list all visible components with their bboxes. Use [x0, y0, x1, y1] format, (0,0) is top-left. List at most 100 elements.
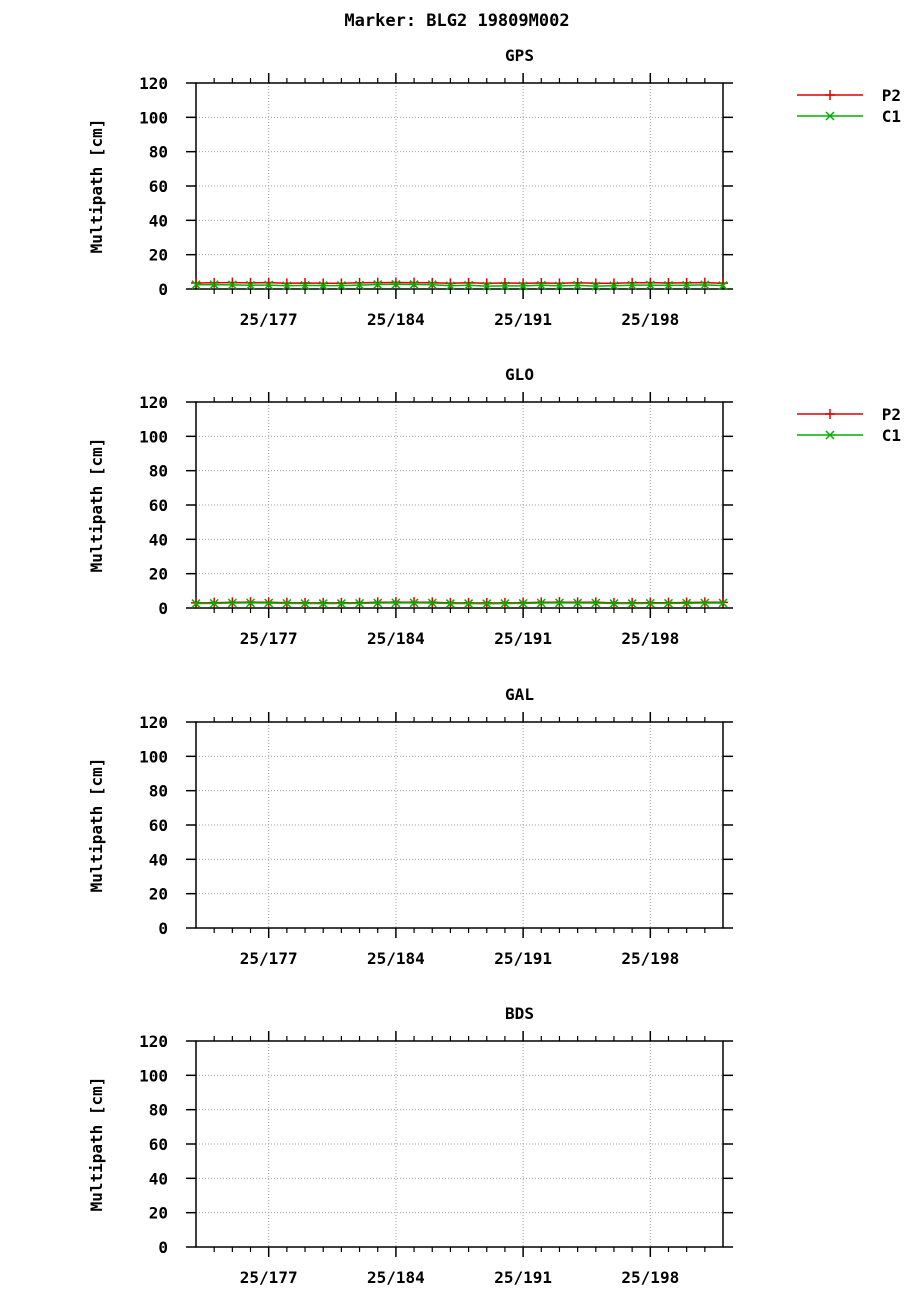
data-point-c1	[245, 598, 256, 608]
data-point-p2	[281, 278, 292, 289]
y-tick-label: 20	[149, 246, 168, 265]
data-point-c1	[573, 280, 583, 290]
plot-frame	[195, 721, 724, 929]
data-point-c1	[682, 598, 692, 608]
y-tick-label: 0	[158, 1238, 168, 1257]
y-tick-label: 80	[149, 782, 168, 801]
data-point-p2	[354, 277, 365, 288]
data-point-c1	[663, 598, 674, 608]
data-point-c1	[282, 281, 292, 291]
data-point-p2	[227, 277, 238, 288]
x-tick-label: 25/177	[240, 310, 298, 329]
data-point-p2	[699, 277, 710, 288]
data-point-c1	[318, 599, 328, 609]
data-point-c1	[591, 598, 601, 608]
plot-frame	[195, 82, 724, 290]
data-point-c1	[536, 280, 546, 290]
data-point-c1	[355, 598, 365, 608]
x-tick-label: 25/198	[621, 949, 679, 968]
data-point-c1	[391, 598, 401, 608]
x-tick-label: 25/177	[240, 629, 298, 648]
data-point-c1	[445, 599, 455, 609]
y-tick-label: 0	[158, 599, 168, 618]
y-tick-label: 120	[139, 74, 168, 93]
data-point-c1	[482, 281, 492, 291]
x-tick-label: 25/177	[240, 949, 298, 968]
data-point-p2	[372, 277, 383, 288]
data-point-c1	[554, 281, 564, 291]
x-tick-label: 25/184	[367, 1268, 425, 1287]
x-tick-label: 25/198	[621, 310, 679, 329]
data-point-c1	[355, 280, 365, 290]
series-c1	[191, 598, 728, 609]
series-c1	[191, 279, 728, 291]
y-tick-label: 60	[149, 816, 168, 835]
data-point-p2	[427, 277, 438, 288]
panel-gal: GAL 0 20 40 60 80 100 120 25/177 25/184 25/191 25/1…	[87, 685, 733, 968]
legend-marker-x	[825, 111, 835, 121]
legend-marker-x	[825, 430, 835, 440]
data-point-p2	[608, 278, 619, 289]
data-point-c1	[209, 280, 219, 290]
data-point-c1	[318, 281, 328, 291]
y-tick-label: 40	[149, 1169, 168, 1188]
data-point-c1	[373, 598, 383, 608]
data-point-c1	[427, 598, 437, 608]
data-point-p2	[263, 277, 274, 288]
x-tick-label: 25/198	[621, 629, 679, 648]
data-point-p2	[645, 277, 656, 288]
y-tick-label: 100	[139, 747, 168, 766]
y-tick-label: 20	[149, 885, 168, 904]
data-point-c1	[373, 280, 383, 290]
y-axis-label: Multipath [cm]	[87, 758, 106, 893]
legend-entry-c1: C1	[797, 426, 901, 445]
data-point-c1	[409, 280, 419, 290]
y-tick-label: 40	[149, 530, 168, 549]
y-axis-label: Multipath [cm]	[87, 119, 106, 254]
y-tick-label: 60	[149, 1135, 168, 1154]
data-point-p2	[627, 277, 638, 288]
legend-marker-plus	[825, 90, 835, 100]
data-point-c1	[500, 599, 510, 609]
y-tick-label: 80	[149, 143, 168, 162]
data-point-p2	[191, 277, 201, 288]
data-point-c1	[464, 280, 474, 290]
series-line-p2	[195, 281, 724, 285]
y-axis-label: Multipath [cm]	[87, 1077, 106, 1212]
data-point-c1	[300, 280, 310, 290]
data-point-c1	[573, 598, 583, 608]
data-point-p2	[463, 277, 474, 288]
data-point-c1	[663, 280, 674, 290]
legend-label: C1	[882, 426, 901, 445]
y-tick-label: 100	[139, 1066, 168, 1085]
panel-title-gps: GPS	[505, 46, 534, 65]
data-point-p2	[209, 277, 220, 288]
x-tick-label: 25/191	[494, 1268, 552, 1287]
data-point-c1	[554, 598, 564, 608]
series-line-c1	[195, 602, 723, 605]
panel-title-gal: GAL	[505, 685, 534, 704]
data-point-p2	[336, 278, 347, 289]
data-point-c1	[627, 280, 637, 290]
legend-entry-p2: P2	[797, 86, 901, 105]
y-tick-label: 20	[149, 1204, 168, 1223]
data-point-c1	[282, 598, 292, 608]
y-tick-label: 120	[139, 393, 168, 412]
x-tick-label: 25/184	[367, 949, 425, 968]
data-point-c1	[209, 598, 219, 608]
data-point-c1	[700, 598, 710, 608]
panel-gps: GPS 0 20 40 60 80 100 120 25/177 25/184 25/191 25/1…	[87, 46, 901, 329]
x-tick-label: 25/191	[494, 629, 552, 648]
legend-marker-plus	[825, 409, 835, 419]
data-point-c1	[227, 598, 237, 608]
x-tick-label: 25/184	[367, 629, 425, 648]
figure-title: Marker: BLG2 19809M002	[344, 11, 569, 31]
data-point-c1	[409, 598, 419, 608]
data-point-p2	[318, 278, 329, 289]
data-point-c1	[627, 599, 637, 609]
legend-label: C1	[882, 107, 901, 126]
data-point-c1	[245, 280, 256, 290]
data-point-c1	[718, 598, 728, 608]
data-point-c1	[300, 599, 310, 609]
